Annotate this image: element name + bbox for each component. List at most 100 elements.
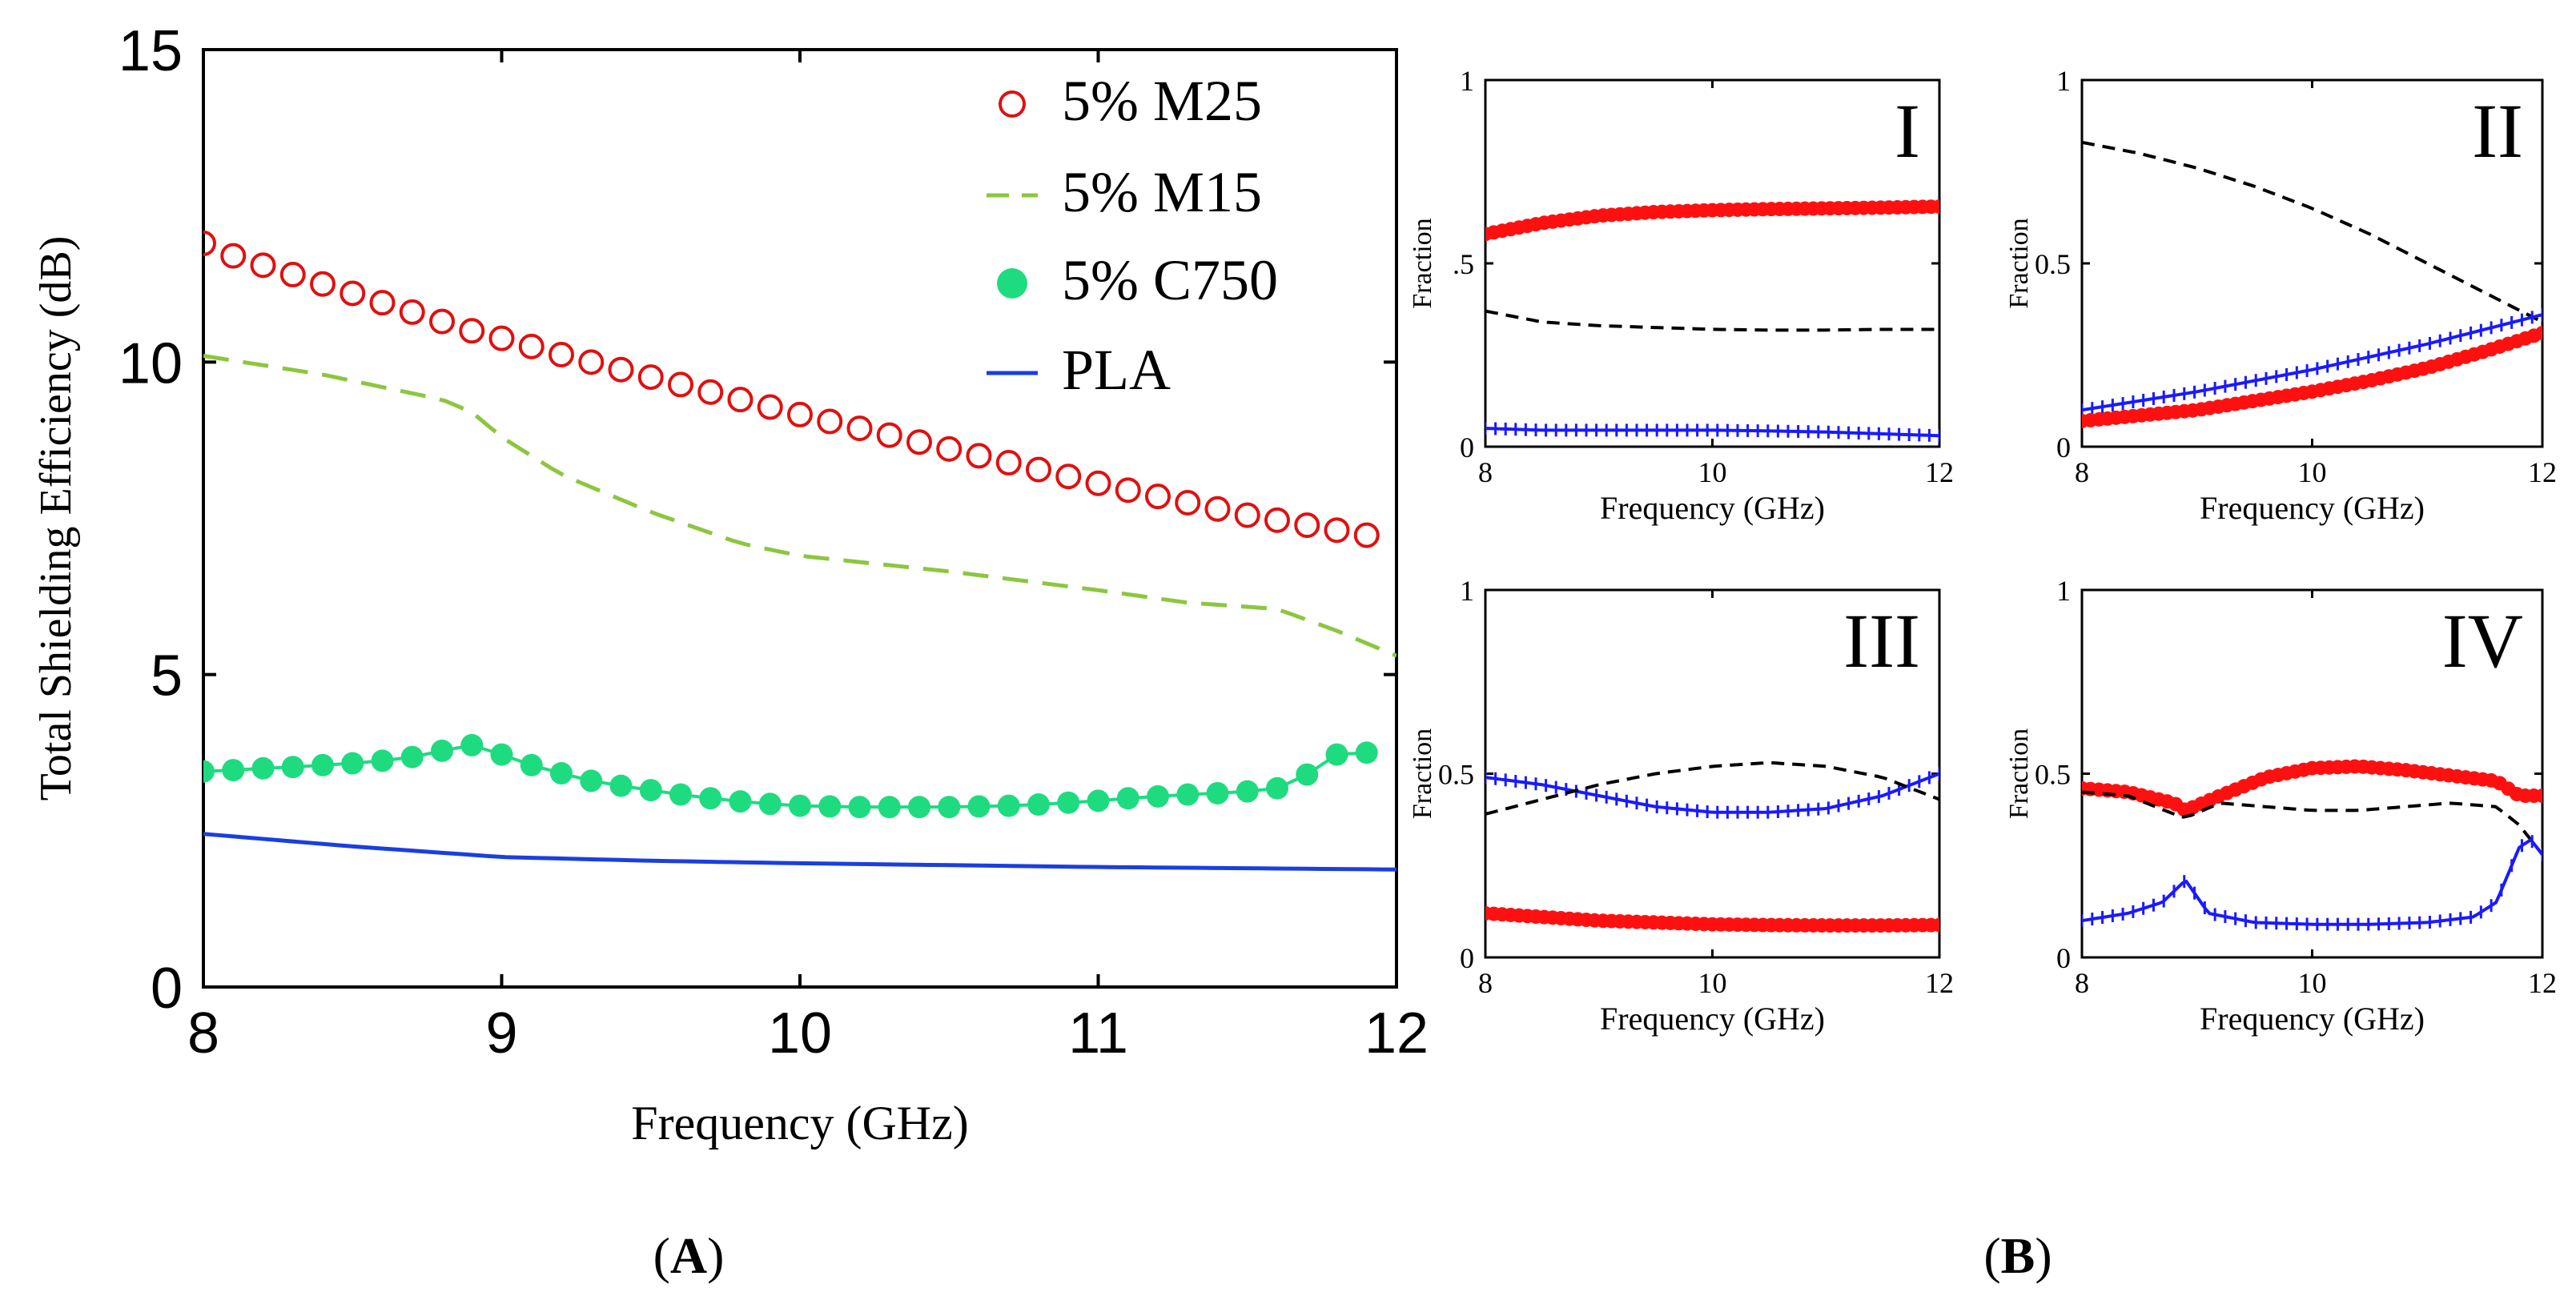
data-point [818,795,842,818]
data-point [1057,791,1080,814]
data-point [460,733,484,756]
panel-label-b-group: (B) [1983,1227,2052,1284]
data-layer [203,231,1397,872]
legend-item: 5% M25 [999,69,1262,133]
series-blue [1485,767,1939,819]
x-axis-label: Frequency (GHz) [1600,1001,1825,1037]
data-point [1325,743,1348,766]
data-point [637,364,664,391]
y-tick-label: 10 [119,331,183,395]
data-layer [1485,199,1939,443]
x-tick-label: 12 [2528,967,2557,999]
data-point [549,341,574,367]
data-point [279,262,306,288]
data-point [1932,917,1939,933]
data-layer [2082,759,2542,931]
data-point [400,745,424,768]
data-point [758,792,782,816]
x-tick-label: 10 [2298,967,2327,999]
x-tick-label: 8 [2075,456,2089,488]
data-point [906,429,932,455]
series-blue [1485,422,1939,443]
y-axis-label: Fraction [2004,728,2034,819]
x-tick-label: 8 [2075,967,2089,999]
data-layer [2082,140,2542,428]
y-tick-label: 0.5 [2035,248,2071,280]
data-point [697,379,724,405]
y-tick-label: 0 [2056,431,2071,463]
data-point [787,401,813,427]
legend-marker [999,90,1026,118]
series-line [203,354,1397,658]
data-point [431,739,453,762]
data-point [281,756,304,779]
x-tick-label: 11 [1068,1001,1128,1065]
x-tick-label: 10 [768,1001,832,1065]
data-point [1234,502,1260,528]
panel-label-a: A [670,1227,707,1284]
legend-item: PLA [987,338,1171,402]
data-point [938,796,961,819]
y-tick-label: 15 [119,19,183,83]
y-axis-label: Total Shielding Efficiency (dB) [31,236,81,801]
data-point [699,787,722,810]
data-point [1294,512,1320,539]
data-point [1264,507,1290,533]
data-point [1055,463,1082,490]
series-red [1485,905,1939,933]
y-tick-label: 1 [2056,575,2071,607]
panel-label-b-close: ) [2035,1227,2052,1284]
series-5-m25 [203,231,1380,548]
y-tick-label: .5 [1453,248,1474,280]
x-tick-label: 9 [485,1001,517,1065]
data-point [580,769,603,792]
x-tick-label: 12 [1364,1001,1429,1065]
data-point [399,299,425,325]
x-tick-label: 12 [1925,967,1954,999]
legend-label: 5% M15 [1062,160,1262,224]
data-point [371,749,394,772]
x-tick-label: 8 [1478,456,1493,488]
series-black [2082,140,2542,324]
data-point [518,333,545,359]
data-point [757,394,783,420]
series-line [1485,760,1939,816]
data-point [846,415,873,442]
chart-B-I: 8 10 12 0 .5 1 Frequency (GHz) Fraction I [1408,65,1954,526]
y-tick-label: 5 [151,644,183,708]
legend-label: 5% M25 [1062,69,1262,133]
x-tick-label: 8 [1478,967,1493,999]
data-point [876,422,902,448]
data-point [817,408,843,435]
x-tick-label: 8 [187,1001,219,1065]
series-black [1485,309,1939,332]
panel-title: I [1895,88,1920,174]
data-point [578,349,605,375]
y-tick-label: 0.5 [1438,759,1474,791]
data-point [936,435,962,462]
series-red [2082,326,2542,428]
legend-marker [997,268,1027,299]
series-line [2082,313,2542,412]
data-point [490,743,513,766]
series-line [1485,427,1939,438]
data-point [967,795,991,818]
y-tick-label: 1 [1460,65,1474,97]
data-point [550,762,573,785]
data-point [1176,783,1200,806]
legend-item: 5% C750 [997,248,1278,312]
legend-item: 5% M15 [987,160,1262,224]
series-black [2082,790,2542,856]
data-point [997,794,1020,817]
data-point [668,371,693,398]
data-point [1085,470,1111,496]
panel-label-a-close: ) [707,1227,724,1284]
data-point [878,796,901,819]
data-point [609,774,633,797]
data-layer [1485,760,1939,933]
series-line [2082,837,2542,926]
series-line [1485,772,1939,814]
